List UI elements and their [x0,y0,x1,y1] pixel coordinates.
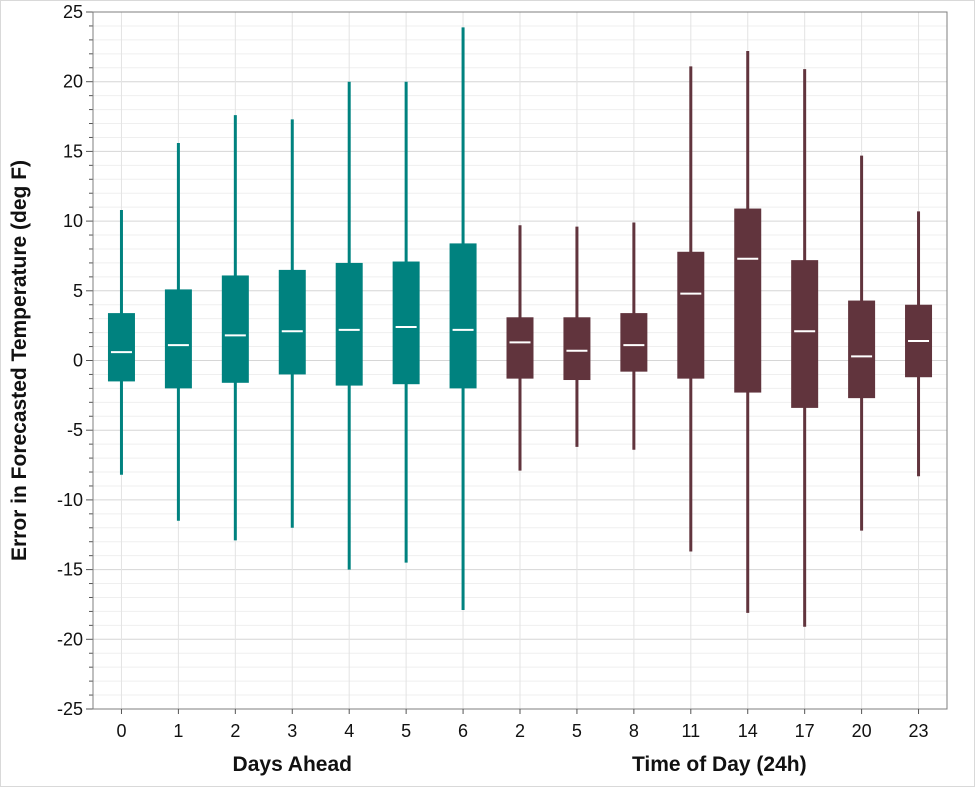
box-body [107,313,135,382]
y-tick-label: 20 [63,72,83,92]
box-body [620,313,648,372]
x-tick-label: 6 [458,721,468,741]
y-tick-label: 0 [73,351,83,371]
y-tick-label: -10 [57,490,83,510]
box-body [506,317,534,379]
box-body [392,261,420,385]
x-tick-label: 4 [344,721,354,741]
box-body [221,275,249,383]
y-tick-label: -5 [67,420,83,440]
box-body [791,260,819,408]
box-body [164,289,192,389]
x-tick-label: 17 [795,721,815,741]
y-axis-title: Error in Forecasted Temperature (deg F) [8,160,31,561]
x-tick-label: 1 [173,721,183,741]
box-body [335,262,363,386]
x-tick-label: 5 [572,721,582,741]
box-body [449,243,477,389]
y-tick-label: 15 [63,141,83,161]
box-body [278,269,306,375]
x-tick-label: 23 [909,721,929,741]
y-tick-label: 5 [73,281,83,301]
box-body [734,208,762,393]
x-tick-label: 2 [230,721,240,741]
box-body [848,300,876,399]
y-tick-label: 25 [63,2,83,22]
x-axis-title: Time of Day (24h) [632,753,807,776]
box-body [563,317,591,381]
x-tick-label: 11 [681,721,700,741]
y-tick-label: -25 [57,699,83,719]
x-tick-label: 14 [738,721,758,741]
x-axis-title: Days Ahead [233,753,352,776]
x-tick-label: 3 [287,721,297,741]
x-tick-label: 2 [515,721,525,741]
y-tick-label: -15 [57,560,83,580]
x-tick-label: 20 [852,721,872,741]
y-tick-label: 10 [63,211,83,231]
box-body [677,251,705,379]
x-tick-label: 0 [116,721,126,741]
x-tick-label: 5 [401,721,411,741]
y-tick-label: -20 [57,629,83,649]
x-tick-label: 8 [629,721,639,741]
